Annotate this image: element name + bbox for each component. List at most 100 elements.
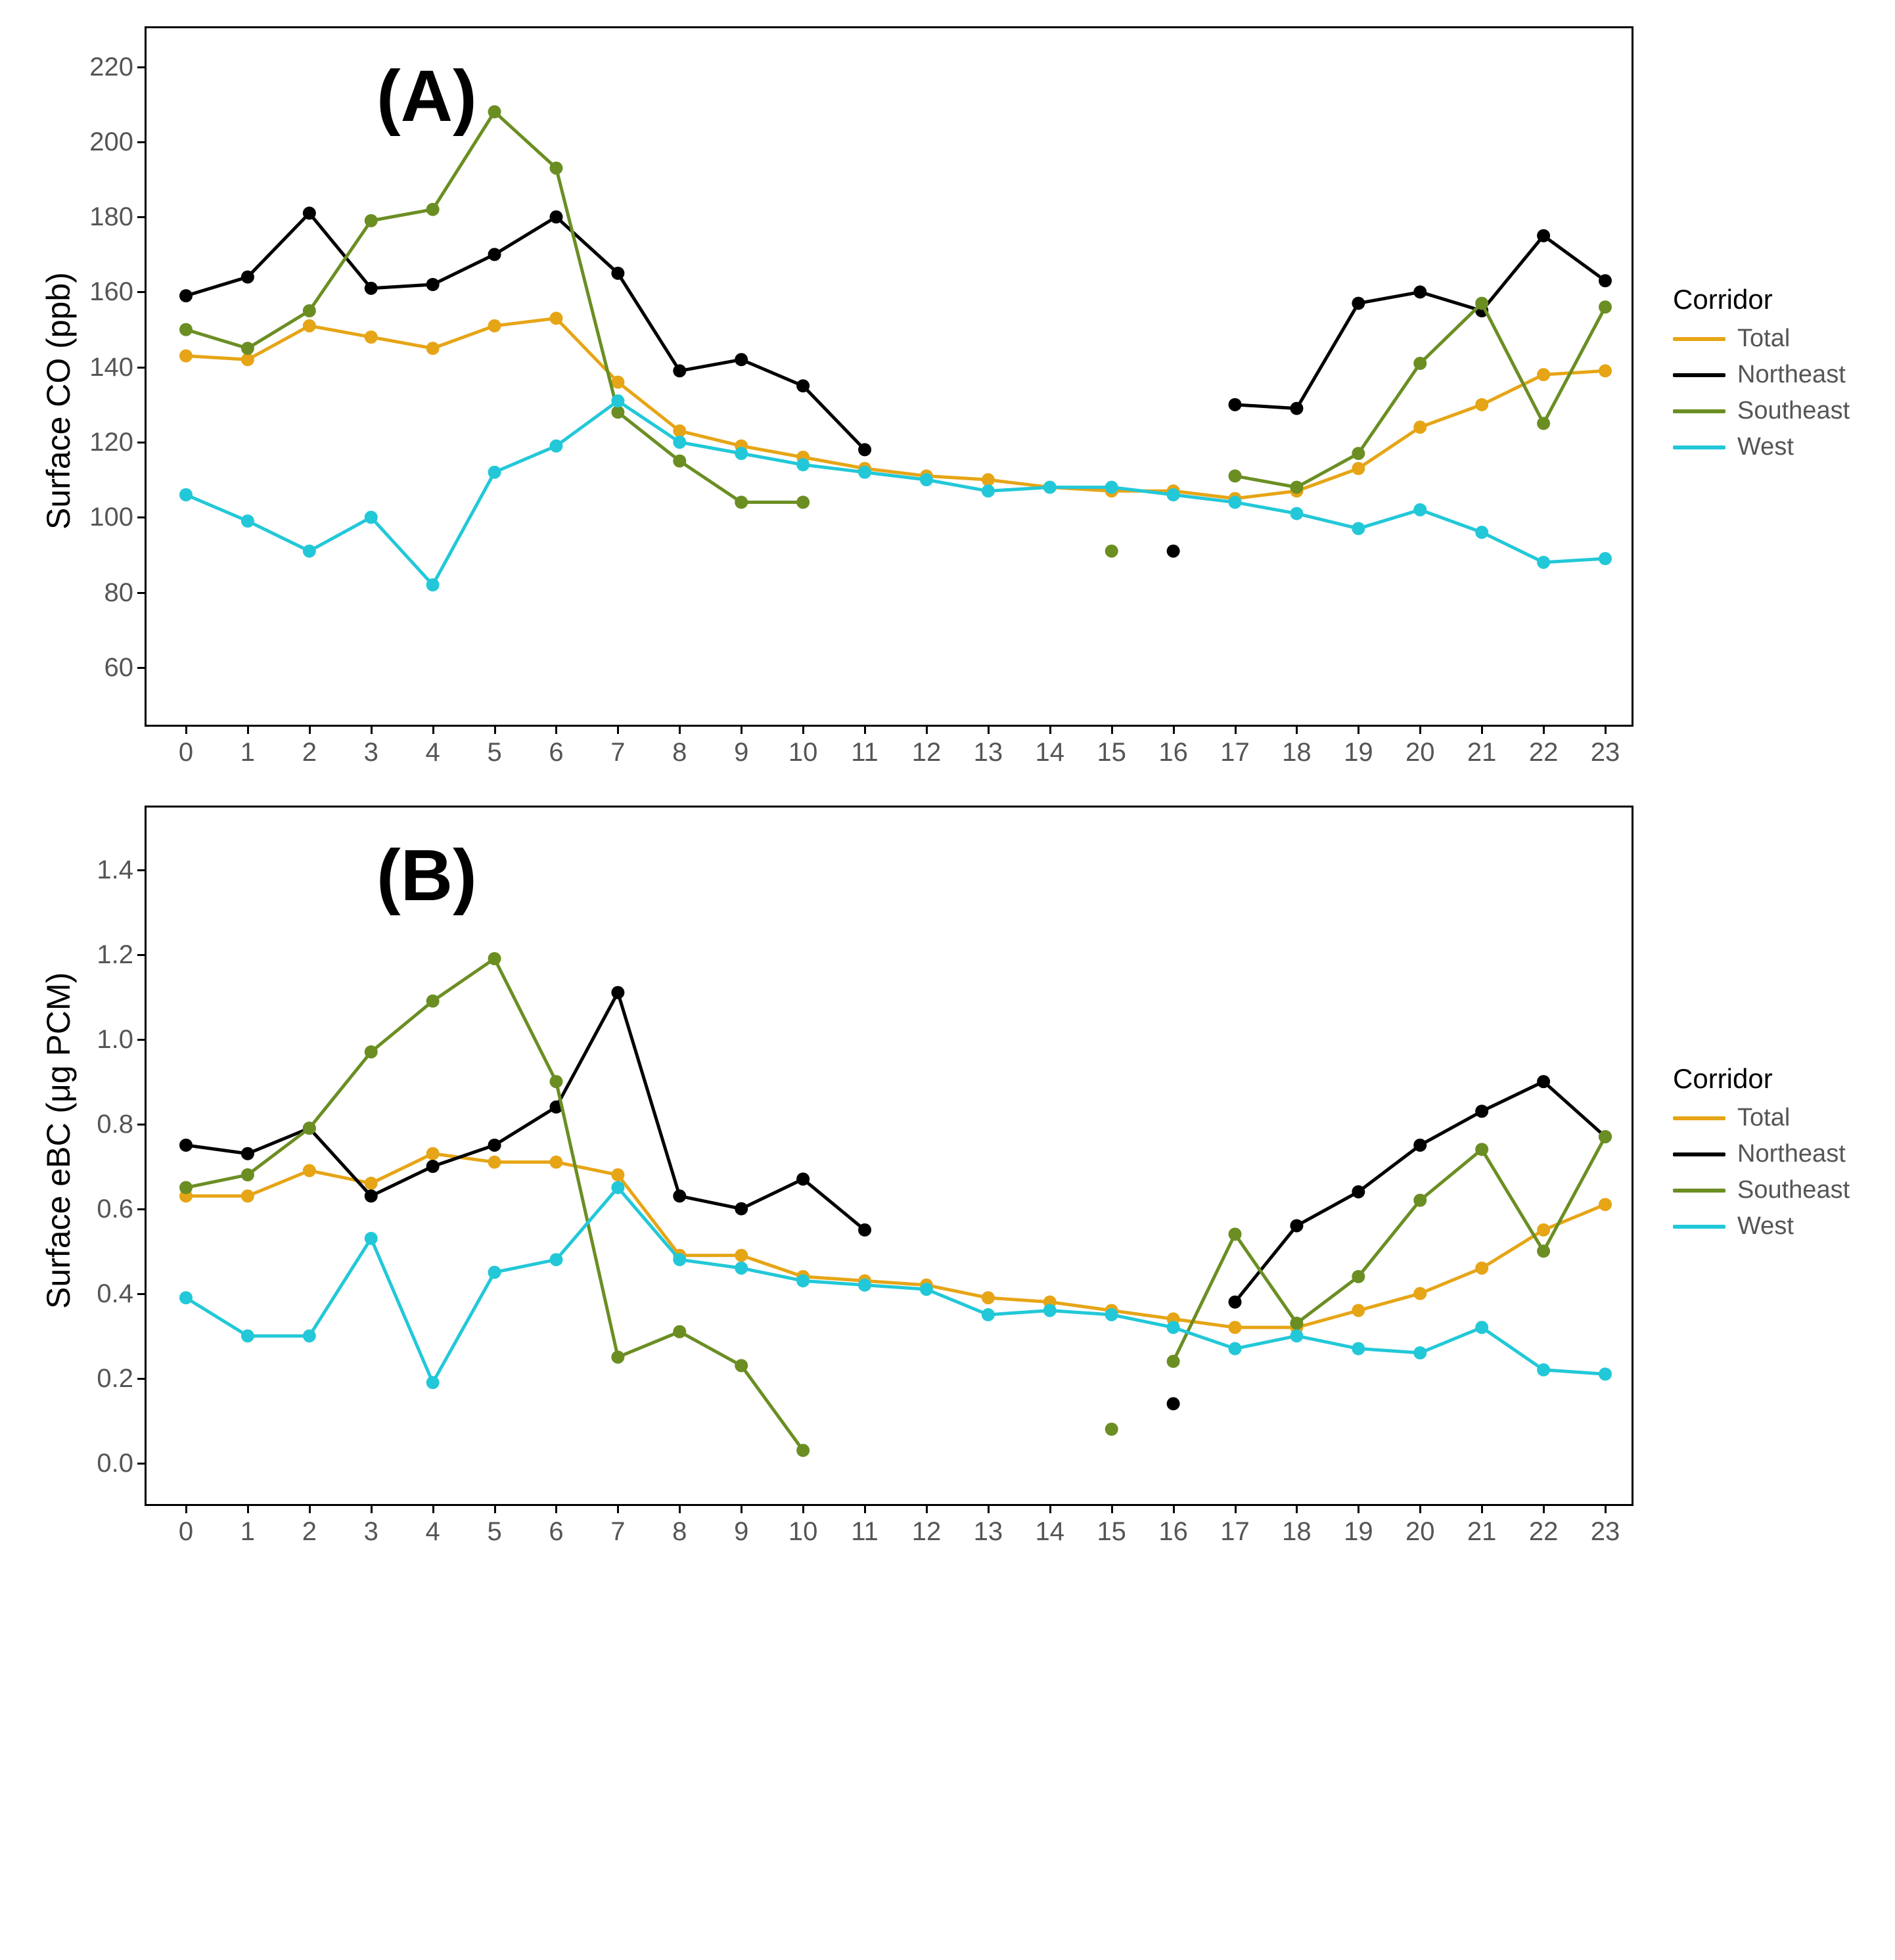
series-marker: [611, 1350, 624, 1363]
series-marker: [426, 278, 440, 291]
series-isolated-marker: [1105, 1423, 1118, 1436]
series-marker: [549, 440, 562, 453]
series-marker: [796, 495, 810, 509]
series-marker: [796, 1274, 810, 1287]
series-marker: [549, 210, 562, 223]
legend-label: West: [1737, 433, 1794, 461]
y-tick-mark: [137, 367, 147, 369]
legend-label: West: [1737, 1212, 1794, 1241]
series-marker: [179, 289, 193, 302]
y-tick-label: 1.0: [74, 1025, 133, 1055]
series-isolated-marker: [1167, 1397, 1180, 1410]
series-marker: [796, 379, 810, 392]
series-marker: [1537, 1363, 1550, 1377]
series-marker: [426, 342, 440, 355]
series-marker: [241, 1329, 254, 1342]
panel-A: Surface CO (ppb)(A)608010012014016018020…: [26, 26, 1869, 727]
series-marker: [1413, 357, 1427, 370]
x-tick-label: 15: [1092, 1517, 1131, 1547]
legend-swatch: [1673, 1189, 1725, 1193]
x-tick-label: 19: [1338, 1517, 1378, 1547]
x-tick-label: 6: [536, 1517, 576, 1547]
x-tick-label: 1: [228, 1517, 267, 1547]
series-marker: [365, 1177, 378, 1190]
series-marker: [1352, 1270, 1365, 1283]
x-tick-label: 20: [1400, 738, 1440, 767]
series-marker: [1290, 402, 1303, 415]
series-marker: [488, 105, 501, 118]
y-tick-mark: [137, 1039, 147, 1041]
series-line: [186, 401, 1605, 585]
y-tick-label: 220: [74, 53, 133, 82]
series-marker: [1229, 495, 1242, 509]
plot-layer: [147, 808, 1632, 1504]
x-tick-label: 22: [1524, 1517, 1563, 1547]
series-line: [1235, 236, 1605, 409]
y-tick-mark: [137, 1463, 147, 1465]
x-tick-label: 9: [721, 1517, 761, 1547]
x-tick-label: 20: [1400, 1517, 1440, 1547]
series-marker: [488, 1156, 501, 1169]
series-marker: [241, 342, 254, 355]
x-tick-mark: [679, 1504, 681, 1513]
series-marker: [549, 162, 562, 175]
x-tick-mark: [432, 1504, 434, 1513]
series-marker: [365, 282, 378, 295]
series-marker: [241, 271, 254, 284]
series-marker: [1229, 1227, 1242, 1241]
y-tick-label: 100: [74, 503, 133, 532]
legend-swatch: [1673, 337, 1725, 341]
x-tick-mark: [185, 725, 187, 734]
series-marker: [1537, 1244, 1550, 1258]
legend-label: Southeast: [1737, 397, 1850, 425]
series-line: [186, 993, 865, 1230]
series-marker: [365, 1189, 378, 1202]
y-tick-label: 140: [74, 353, 133, 382]
series-marker: [1229, 1296, 1242, 1309]
x-tick-label: 1: [228, 738, 267, 767]
x-tick-mark: [309, 1504, 311, 1513]
x-tick-mark: [247, 1504, 249, 1513]
x-tick-label: 13: [969, 1517, 1008, 1547]
x-tick-label: 23: [1586, 738, 1625, 767]
series-line: [186, 213, 865, 449]
series-marker: [1475, 1321, 1488, 1334]
series-marker: [1290, 1329, 1303, 1342]
x-tick-label: 7: [598, 1517, 637, 1547]
series-marker: [426, 1160, 440, 1173]
x-tick-mark: [494, 1504, 496, 1513]
series-marker: [1043, 481, 1057, 494]
series-marker: [365, 1232, 378, 1245]
series-marker: [1475, 1262, 1488, 1275]
x-tick-label: 17: [1216, 738, 1255, 767]
series-line: [186, 959, 803, 1450]
x-tick-mark: [1111, 1504, 1113, 1513]
series-marker: [1413, 1287, 1427, 1300]
series-marker: [1413, 285, 1427, 298]
x-tick-label: 21: [1462, 1517, 1501, 1547]
series-marker: [1599, 1130, 1612, 1143]
series-marker: [365, 214, 378, 227]
series-marker: [1229, 1342, 1242, 1356]
x-tick-mark: [555, 725, 557, 734]
x-tick-label: 18: [1277, 738, 1316, 767]
series-marker: [1413, 1139, 1427, 1152]
series-marker: [673, 364, 686, 377]
x-tick-label: 22: [1524, 738, 1563, 767]
series-marker: [1290, 1219, 1303, 1232]
legend-title: Corridor: [1673, 1063, 1850, 1095]
series-marker: [982, 484, 995, 497]
series-marker: [1537, 556, 1550, 569]
series-line: [186, 112, 803, 502]
series-marker: [549, 311, 562, 325]
series-marker: [1352, 1342, 1365, 1356]
x-tick-label: 8: [660, 738, 699, 767]
x-tick-mark: [309, 725, 311, 734]
series-marker: [1475, 526, 1488, 539]
series-marker: [673, 1253, 686, 1266]
series-marker: [611, 1181, 624, 1194]
series-marker: [1599, 1198, 1612, 1211]
x-tick-mark: [864, 1504, 866, 1513]
x-tick-mark: [1173, 725, 1175, 734]
series-line: [186, 318, 1605, 498]
